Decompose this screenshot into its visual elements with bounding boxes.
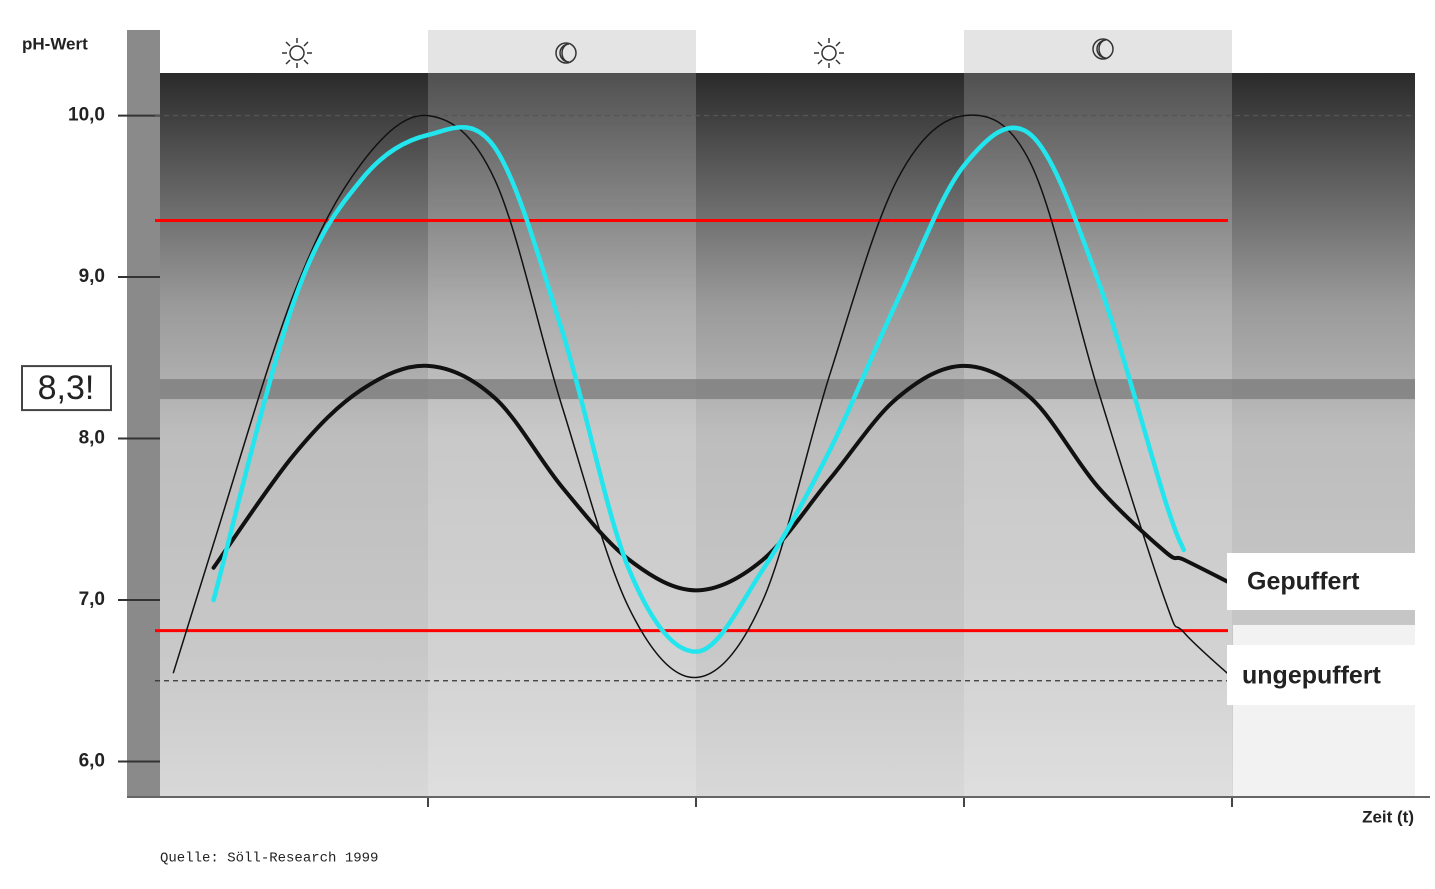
source: Quelle: Söll-Research 1999 bbox=[160, 851, 378, 867]
night-band bbox=[428, 73, 696, 797]
band bbox=[160, 379, 1415, 399]
y-tick-label: 9,0 bbox=[79, 266, 105, 287]
sun-icon bbox=[282, 38, 312, 68]
band-label: 8,3! bbox=[38, 369, 95, 407]
night-band bbox=[964, 73, 1232, 797]
series-label: Gepuffert bbox=[1247, 568, 1360, 596]
sun-icon bbox=[814, 38, 844, 68]
axis-strip bbox=[127, 30, 160, 797]
chart: 6,0 7,0 8,0 9,0 10,0 8,3! pH-Wert Zeit (t) Qu… bbox=[0, 0, 1435, 884]
y-tick-label: 10,0 bbox=[68, 105, 105, 126]
y-tick-label: 7,0 bbox=[79, 589, 105, 610]
series-label: ungepuffert bbox=[1242, 662, 1382, 690]
x-axis-label: Zeit (t) bbox=[1362, 807, 1414, 826]
y-tick-label: 8,0 bbox=[79, 428, 105, 449]
y-tick-label: 6,0 bbox=[79, 750, 105, 771]
y-axis-label: pH-Wert bbox=[22, 34, 88, 53]
